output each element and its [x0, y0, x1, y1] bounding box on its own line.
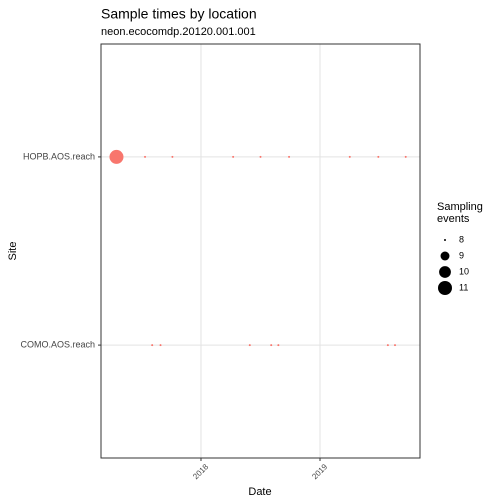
- point: [248, 344, 251, 347]
- point: [144, 155, 147, 158]
- point: [109, 149, 124, 164]
- plot-border: [100, 43, 421, 459]
- point: [151, 344, 154, 347]
- legend-symbol: [444, 239, 446, 241]
- chart-subtitle: neon.ecocomdp.20120.001.001: [101, 26, 256, 38]
- point: [386, 344, 389, 347]
- legend-symbol: [438, 281, 452, 295]
- x-tick-label: 2019: [310, 462, 329, 481]
- legend-label: 8: [459, 234, 464, 244]
- chart-title: Sample times by location: [101, 6, 257, 22]
- point: [171, 155, 174, 158]
- plot-area: [101, 44, 420, 458]
- y-tick-label: HOPB.AOS.reach: [23, 151, 95, 161]
- point: [232, 155, 235, 158]
- legend-symbol: [439, 266, 451, 278]
- point: [259, 155, 262, 158]
- point: [288, 155, 291, 158]
- point: [348, 155, 351, 158]
- point: [377, 155, 380, 158]
- point: [394, 344, 397, 347]
- point: [270, 344, 273, 347]
- point: [404, 155, 407, 158]
- legend-label: 10: [459, 266, 469, 276]
- legend-symbol: [440, 251, 450, 261]
- x-axis-label: Date: [248, 486, 271, 498]
- y-axis-label: Site: [7, 242, 19, 261]
- legend-title: Sampling events: [437, 201, 483, 225]
- legend-label: 9: [459, 250, 464, 260]
- y-tick-label: COMO.AOS.reach: [20, 339, 95, 349]
- legend-label: 11: [459, 282, 468, 292]
- point: [159, 344, 162, 347]
- point: [277, 344, 280, 347]
- x-tick-label: 2018: [191, 462, 210, 481]
